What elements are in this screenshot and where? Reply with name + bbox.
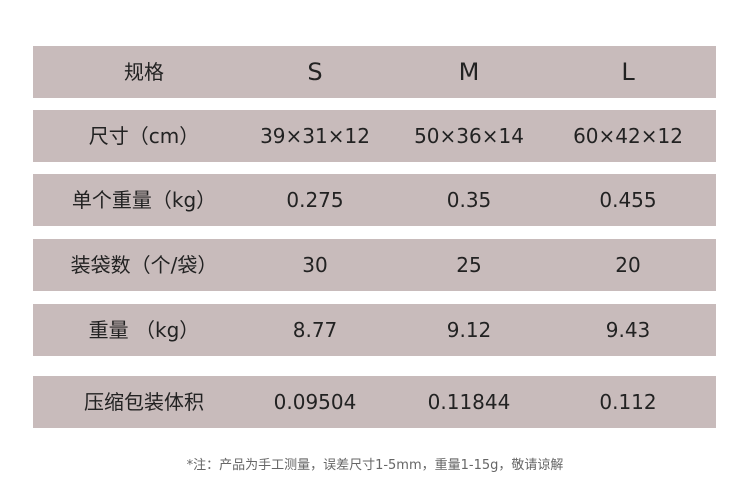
table-cell: 25 bbox=[456, 253, 482, 277]
table-row: 压缩包装体积 0.09504 0.11844 0.112 bbox=[33, 376, 716, 428]
table-cell: 50×36×14 bbox=[414, 124, 524, 148]
table-cell: 单个重量（kg） bbox=[71, 188, 217, 212]
table-cell: 0.275 bbox=[286, 188, 344, 212]
table-cell: 60×42×12 bbox=[573, 124, 683, 148]
table-cell: 20 bbox=[615, 253, 641, 277]
table-cell: 压缩包装体积 bbox=[84, 390, 204, 414]
table-row: 单个重量（kg） 0.275 0.35 0.455 bbox=[33, 174, 716, 226]
table-cell: 装袋数（个/袋） bbox=[70, 253, 218, 277]
table-row: 重量 （kg） 8.77 9.12 9.43 bbox=[33, 304, 716, 356]
header-cell: 规格 bbox=[124, 60, 164, 84]
footnote: *注：产品为手工测量，误差尺寸1-5mm，重量1-15g，敬请谅解 bbox=[186, 458, 564, 473]
table-cell: 0.09504 bbox=[273, 390, 357, 414]
header-cell: L bbox=[621, 58, 635, 86]
table-cell: 尺寸（cm） bbox=[88, 124, 200, 148]
header-cell: M bbox=[458, 58, 480, 86]
table-cell: 0.455 bbox=[599, 188, 657, 212]
header-cell: S bbox=[307, 58, 323, 86]
table-cell: 9.43 bbox=[605, 318, 651, 342]
table-cell: 30 bbox=[302, 253, 328, 277]
header-row: 规格 S M L bbox=[33, 46, 716, 98]
table-cell: 0.112 bbox=[599, 390, 657, 414]
table-cell: 9.12 bbox=[446, 318, 492, 342]
table-row: 装袋数（个/袋） 30 25 20 bbox=[33, 239, 716, 291]
table-cell: 8.77 bbox=[292, 318, 338, 342]
table-cell: 重量 （kg） bbox=[88, 318, 200, 342]
table-cell: 39×31×12 bbox=[260, 124, 370, 148]
table-cell: 0.11844 bbox=[427, 390, 511, 414]
table-cell: 0.35 bbox=[446, 188, 492, 212]
table-row: 尺寸（cm） 39×31×12 50×36×14 60×42×12 bbox=[33, 110, 716, 162]
